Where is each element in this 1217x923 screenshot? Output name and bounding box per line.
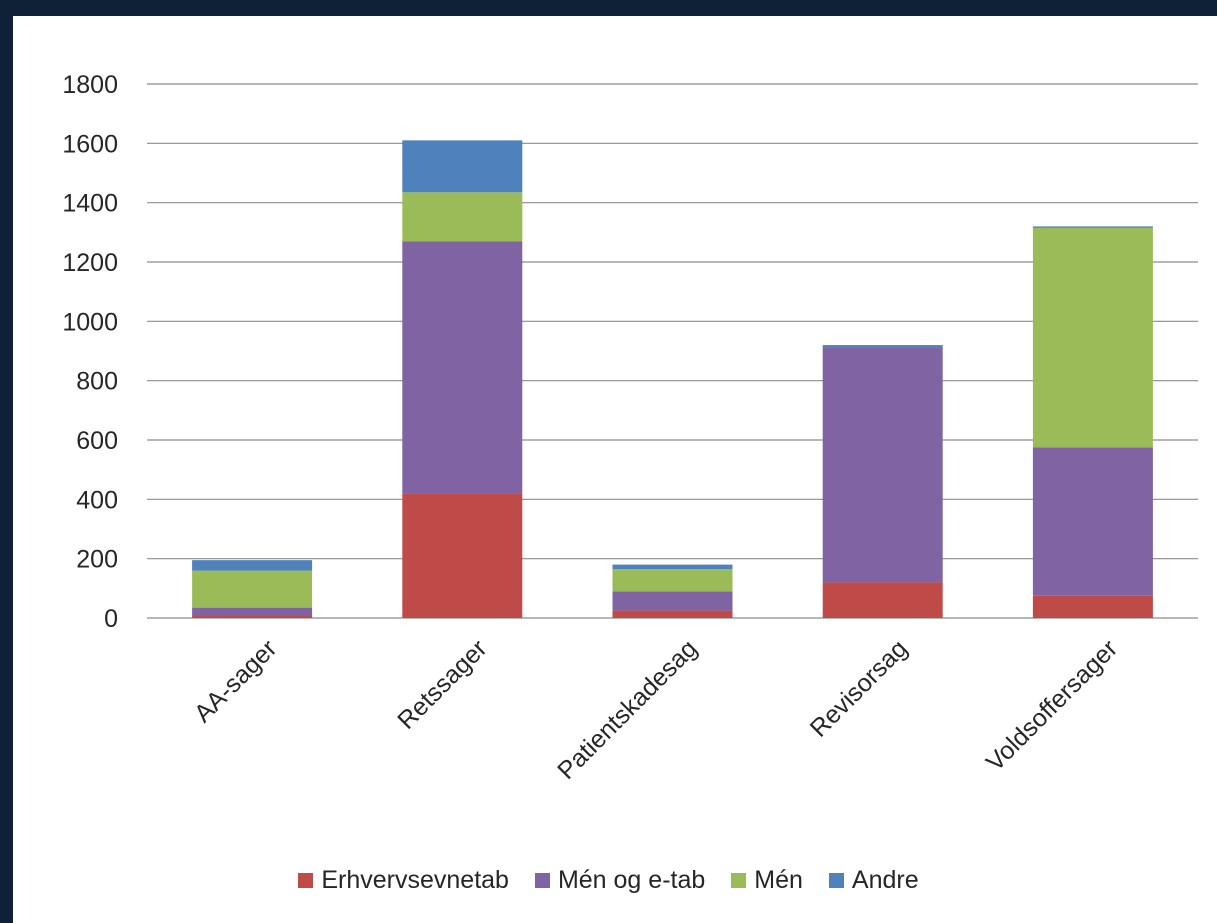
legend-item: Mén: [731, 866, 803, 895]
bar-segment: [1032, 227, 1153, 448]
bar-segment: [1032, 447, 1153, 596]
x-tick-label: Patientskadesag: [552, 634, 703, 785]
legend: Erhvervsevnetab Mén og e-tab Mén Andre: [0, 866, 1217, 895]
x-tick-label: Voldsoffersager: [981, 634, 1123, 776]
bar-segment: [1032, 595, 1153, 618]
bar-segment: [612, 610, 733, 618]
y-tick-label: 1400: [62, 190, 118, 218]
y-tick-label: 1600: [62, 130, 118, 158]
y-tick-label: 0: [104, 605, 118, 633]
bar-segment: [612, 569, 733, 592]
y-tick-label: 400: [76, 486, 118, 514]
x-tick-label: Revisorsag: [805, 634, 913, 742]
y-axis-tick-labels: 0 200 400 600 800 1000 1200 1400 1600 1800: [62, 71, 118, 633]
y-tick-label: 800: [76, 368, 118, 396]
legend-label: Andre: [851, 866, 919, 894]
bar-segment: [402, 493, 523, 618]
legend-label: Erhvervsevnetab: [321, 866, 509, 894]
bar-segment: [192, 570, 313, 608]
legend-swatch: [298, 873, 314, 888]
y-tick-label: 1200: [62, 249, 118, 277]
bars: [192, 140, 1153, 618]
bar-segment: [192, 615, 313, 618]
legend-label: Mén og e-tab: [557, 866, 706, 894]
x-tick-label: AA-sager: [189, 634, 282, 727]
legend-swatch: [828, 873, 844, 888]
bar-segment: [402, 140, 523, 193]
y-tick-label: 1800: [62, 71, 118, 99]
bar-segment: [612, 564, 733, 570]
bar-segment: [612, 591, 733, 611]
bar-segment: [402, 192, 523, 242]
bar-segment: [822, 582, 943, 618]
bar-segment: [822, 345, 943, 349]
y-tick-label: 600: [76, 427, 118, 455]
bar-segment: [822, 348, 943, 583]
y-tick-label: 1000: [62, 308, 118, 336]
legend-item: Mén og e-tab: [534, 866, 706, 895]
bar-segment: [192, 560, 313, 571]
legend-item: Andre: [828, 866, 919, 895]
y-tick-label: 200: [76, 546, 118, 574]
x-axis-tick-labels: AA-sager Retssager Patientskadesag Revisors…: [189, 634, 1123, 785]
bar-segment: [192, 607, 313, 616]
legend-swatch: [731, 873, 747, 888]
bar-segment: [402, 241, 523, 494]
bar-segment: [1032, 226, 1153, 228]
x-tick-label: Retssager: [392, 634, 492, 734]
gridlines: [147, 83, 1198, 619]
legend-swatch: [534, 873, 550, 888]
legend-label: Mén: [754, 866, 803, 894]
legend-item: Erhvervsevnetab: [298, 866, 509, 895]
